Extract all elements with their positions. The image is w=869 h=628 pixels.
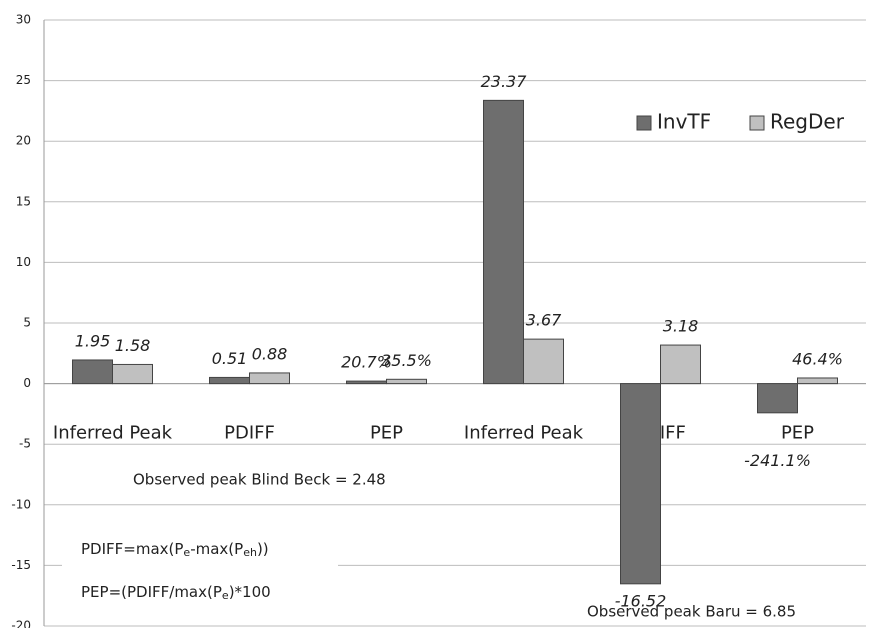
value-label: 1.58 <box>115 336 151 355</box>
value-label: 0.88 <box>252 344 288 363</box>
bar <box>523 338 564 385</box>
y-tick-label: 15 <box>16 194 31 208</box>
x-tick-label: PEP <box>781 423 814 444</box>
bar <box>757 383 798 414</box>
legend-swatch <box>749 115 765 131</box>
formula: PEP=(PDIFF/max(Pe)*100 <box>81 583 271 603</box>
bar <box>386 378 427 385</box>
bar <box>660 344 701 385</box>
y-tick-label: -20 <box>11 619 31 628</box>
value-label: 1.95 <box>75 331 111 350</box>
legend-label: InvTF <box>657 110 711 134</box>
y-tick-label: -15 <box>11 558 31 572</box>
value-label: 3.67 <box>526 311 562 330</box>
formula-subscript: e <box>183 546 190 559</box>
x-tick-label: PDIFF <box>224 423 275 444</box>
legend-swatch <box>636 115 652 131</box>
formula-part: -max(P <box>190 540 243 558</box>
y-tick-label: 10 <box>16 255 31 269</box>
y-tick-label: 5 <box>23 316 31 330</box>
x-tick-label: Inferred Peak <box>53 423 173 444</box>
value-label: -16.52 <box>615 591 667 610</box>
formula-part: PDIFF=max(P <box>81 540 183 558</box>
annotation: Observed peak Blind Beck = 2.48 <box>133 471 386 489</box>
y-tick-label: 20 <box>16 134 31 148</box>
formula-box <box>62 518 338 615</box>
bar <box>483 99 524 385</box>
bar <box>797 377 838 385</box>
value-label: 20.7% <box>341 353 392 372</box>
annotation: Observed peak Baru = 6.85 <box>587 603 796 621</box>
y-tick-label: -5 <box>19 437 31 451</box>
formula-part: )) <box>257 540 269 558</box>
formula: PDIFF=max(Pe-max(Peh)) <box>81 540 269 560</box>
value-label: -241.1% <box>744 451 811 470</box>
formula-part: )*100 <box>229 583 271 601</box>
y-tick-label: 25 <box>16 73 31 87</box>
y-tick-label: 30 <box>16 13 31 27</box>
value-label: 46.4% <box>792 349 843 368</box>
bar <box>72 359 113 385</box>
bar <box>249 372 290 385</box>
formula-part: PEP=(PDIFF/max(P <box>81 583 222 601</box>
formula-subscript: e <box>222 589 229 602</box>
formula-subscript: eh <box>243 546 257 559</box>
value-label: 35.5% <box>381 351 432 370</box>
y-tick-label: -10 <box>11 497 31 511</box>
x-tick-label: PEP <box>370 423 403 444</box>
bar <box>209 376 250 385</box>
value-label: 3.18 <box>663 317 699 336</box>
bar <box>620 383 661 585</box>
y-tick-label: 0 <box>23 376 31 390</box>
legend-label: RegDer <box>770 110 845 134</box>
bar <box>346 380 387 385</box>
value-label: 0.51 <box>212 349 248 368</box>
x-tick-label: Inferred Peak <box>464 423 584 444</box>
value-label: 23.37 <box>481 72 528 91</box>
bar <box>112 363 153 385</box>
